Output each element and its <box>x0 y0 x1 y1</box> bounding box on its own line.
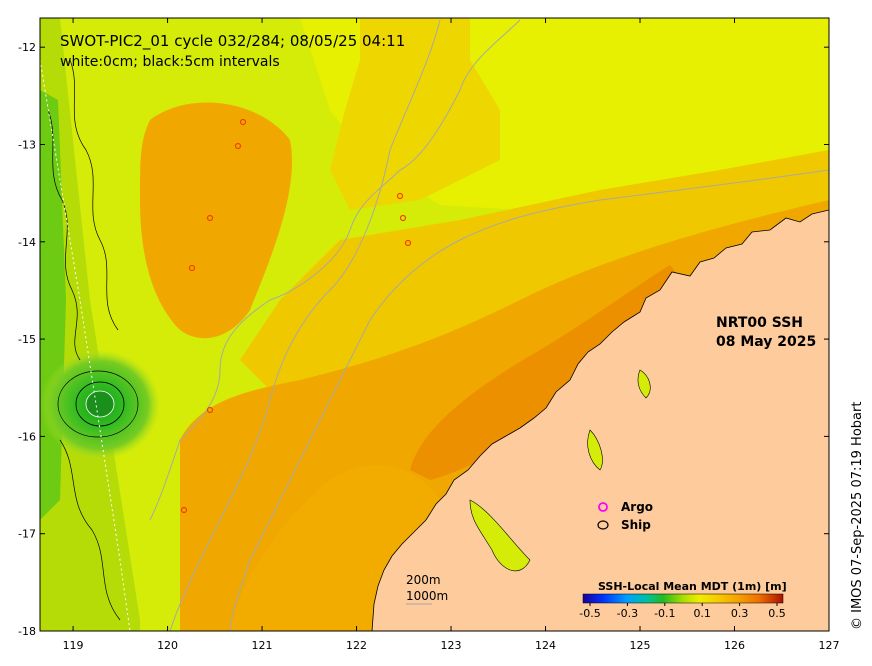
map-subtitle: white:0cm; black:5cm intervals <box>60 54 280 70</box>
ship-legend-icon <box>597 520 609 530</box>
coastal-inlet-1 <box>469 499 531 572</box>
bathymetry-shelf <box>229 169 829 631</box>
depth-legend: 200m 1000m <box>406 573 448 605</box>
ssh-warm-core <box>410 265 700 480</box>
colorbar-gradient <box>582 593 784 604</box>
y-tick-label: -15 <box>18 333 36 346</box>
x-tick-label: 120 <box>157 639 178 652</box>
argo-floats <box>180 118 412 514</box>
argo-marker <box>404 239 412 247</box>
colorbar-tick-label: -0.1 <box>654 607 675 620</box>
ssh-mid-band-2 <box>240 150 829 420</box>
map-title: SWOT-PIC2_01 cycle 032/284; 08/05/25 04:… <box>60 32 405 51</box>
map-plot-area <box>40 18 829 631</box>
swot-contour-a <box>47 109 81 361</box>
colorbar-tick-label: 0.3 <box>731 607 749 620</box>
depth-legend-1000m: 1000m <box>406 589 448 603</box>
x-tick-label: 126 <box>724 639 745 652</box>
ship-legend-label: Ship <box>621 518 651 532</box>
colorbar-tick-label: -0.5 <box>579 607 600 620</box>
bathymetry-1000m <box>169 19 441 631</box>
colorbar-ticks: -0.5 -0.3 -0.1 0.1 0.3 0.5 <box>579 603 786 620</box>
x-tick-label: 119 <box>63 639 84 652</box>
y-tick-label: -18 <box>18 625 36 638</box>
y-tick-label: -13 <box>18 138 36 151</box>
argo-legend-label: Argo <box>621 500 653 514</box>
coastal-inlet-2 <box>587 429 603 471</box>
eddy-contour-3 <box>57 370 139 438</box>
colorbar-tick-label: 0.1 <box>693 607 711 620</box>
argo-marker <box>206 214 214 222</box>
y-tick-label: -12 <box>18 41 36 54</box>
depth-legend-200m: 200m <box>406 573 441 587</box>
argo-legend-icon <box>598 502 608 512</box>
argo-marker <box>180 506 188 514</box>
x-tick-label: 124 <box>535 639 556 652</box>
argo-marker <box>234 142 242 150</box>
x-tick-label: 121 <box>252 639 273 652</box>
colorbar-tick-label: 0.5 <box>768 607 786 620</box>
x-tick-label: 127 <box>819 639 840 652</box>
argo-marker <box>399 214 407 222</box>
credit-line: © IMOS 07-Sep-2025 07:19 Hobart <box>850 402 865 630</box>
coastal-inlet-3 <box>637 369 651 399</box>
argo-marker <box>239 118 247 126</box>
plot-frame <box>39 17 830 632</box>
ssh-warm-region-north <box>140 102 292 339</box>
eddy-contour-1 <box>75 381 125 427</box>
colorbar: SSH-Local Mean MDT (1m) [m] -0.5 -0.3 -0.1… <box>579 580 786 620</box>
swot-swath-edge <box>40 59 131 631</box>
swot-contour-c <box>59 439 121 621</box>
argo-marker <box>206 406 214 414</box>
ssh-mid-band <box>330 18 500 210</box>
x-tick-label: 122 <box>346 639 367 652</box>
y-tick-label: -17 <box>18 528 36 541</box>
x-tick-label: 123 <box>441 639 462 652</box>
y-tick-label: -16 <box>18 430 36 443</box>
argo-marker <box>396 192 404 200</box>
y-tick-label: -14 <box>18 236 36 249</box>
product-date: 08 May 2025 <box>716 334 816 350</box>
product-name: NRT00 SSH <box>716 315 803 331</box>
x-axis: 119 120 121 122 123 124 125 126 127 <box>63 18 840 652</box>
colorbar-title: SSH-Local Mean MDT (1m) [m] <box>598 580 787 593</box>
x-tick-label: 125 <box>630 639 651 652</box>
y-axis: -12 -13 -14 -15 -16 -17 -18 <box>18 41 829 638</box>
argo-marker <box>188 264 196 272</box>
colorbar-tick-label: -0.3 <box>617 607 638 620</box>
marker-legend: Argo Ship <box>597 500 653 532</box>
swot-contour-b <box>69 59 119 331</box>
eddy-contour-2 <box>85 390 115 418</box>
ssh-cool-strip <box>40 18 140 631</box>
bathymetry-200m <box>149 19 521 521</box>
